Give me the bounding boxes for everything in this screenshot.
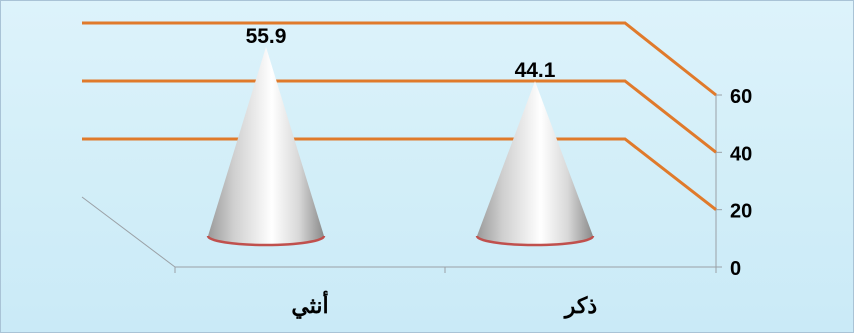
y-tick-label: 0 xyxy=(730,258,741,280)
data-label: 55.9 xyxy=(246,25,287,48)
x-category-label: أنثي xyxy=(291,290,328,319)
gridline-60 xyxy=(82,21,717,97)
y-tick-label: 60 xyxy=(730,86,752,108)
gridlines xyxy=(82,21,717,211)
cone-base-edge xyxy=(475,235,595,247)
data-label: 44.1 xyxy=(515,59,556,82)
y-tick-label: 20 xyxy=(730,201,752,223)
y-tick-label: 40 xyxy=(730,143,752,165)
y-axis-ticks: 0 20 40 60 xyxy=(716,86,752,280)
cone-1: 55.9 xyxy=(206,25,326,247)
cone-body xyxy=(477,81,593,245)
floor-left-edge xyxy=(81,196,176,268)
gridline-40 xyxy=(82,79,717,154)
gridline-20 xyxy=(82,137,717,211)
x-category-label: ذكر xyxy=(563,293,597,319)
x-axis-labels: ذكر أنثي xyxy=(291,290,597,319)
cone-base-edge xyxy=(206,235,326,247)
cones: 44.1 55.9 xyxy=(206,25,595,247)
cone-body xyxy=(208,46,324,245)
cone-0: 44.1 xyxy=(475,59,595,247)
